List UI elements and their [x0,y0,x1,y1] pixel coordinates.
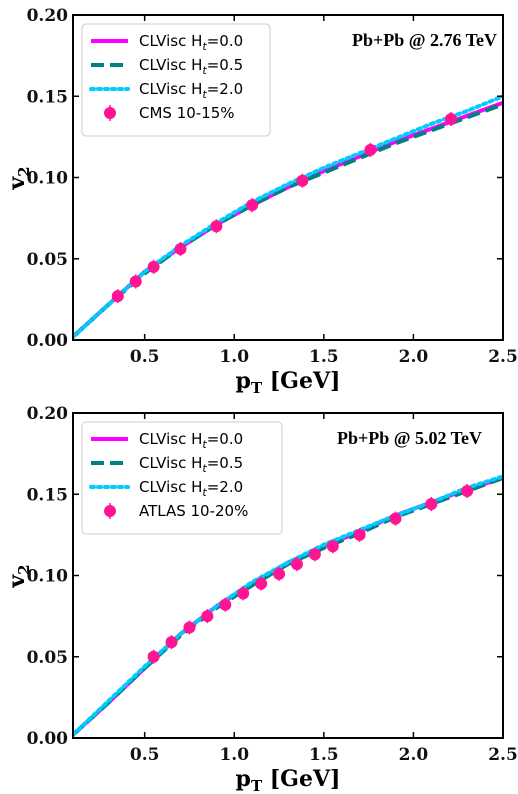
y-axis-label: v2 [4,166,33,190]
y-tick-label: 0.10 [27,567,69,587]
data-point [219,598,232,611]
data-point [174,243,187,255]
data-point [353,528,366,541]
data-point [255,577,268,590]
legend-label-3: CLVisc Ht=2.0 [139,478,243,499]
series-line-3 [73,94,503,339]
legend-box [81,23,271,137]
data-point [165,636,178,649]
data-point [364,143,377,156]
y-tick-label: 0.10 [27,169,69,189]
y-tick-label: 0.20 [27,6,69,26]
data-point [183,621,196,634]
y-axis-label: v2 [4,564,33,588]
legend-label-2: CLVisc Ht=0.5 [139,56,243,77]
x-tick-label: 1.0 [219,347,249,367]
legend-label-2: CLVisc Ht=0.5 [139,454,243,475]
data-point [201,610,214,623]
legend-label-data: CMS 10-15% [139,104,235,122]
y-tick-label: 0.00 [27,331,69,351]
data-point [129,275,142,288]
data-point [326,540,339,553]
data-point [210,220,223,233]
x-tick-label: 0.5 [130,347,160,367]
legend-label-1: CLVisc Ht=0.0 [139,430,243,451]
data-point [111,290,124,303]
x-tick-label: 2.5 [488,347,518,367]
legend-label-data: ATLAS 10-20% [139,502,248,520]
chart-panel-1: 0.5 1.0 1.5 2.0 2.5 0.00 0.05 0.10 0.15 0.20 pT [G… [4,6,518,397]
legend-marker [104,505,116,517]
y-tick-label: 0.20 [27,404,69,424]
chart-annotation: Pb+Pb @ 2.76 TeV [352,30,497,50]
data-point [246,199,259,212]
data-point [147,260,160,273]
x-tick-label: 1.5 [309,745,339,765]
data-point [445,113,458,125]
data-point [237,587,250,600]
y-tick-label: 0.05 [27,648,68,668]
data-point [296,174,309,187]
legend-marker [104,107,116,119]
y-tick-label: 0.15 [27,485,68,505]
y-tick-label: 0.15 [27,87,68,107]
data-point [273,567,286,580]
y-tick-label: 0.05 [27,250,68,270]
x-tick-label: 0.5 [130,745,160,765]
x-tick-label: 1.5 [309,347,339,367]
data-point [389,512,402,525]
data-point [147,650,160,663]
legend-label-3: CLVisc Ht=2.0 [139,80,243,101]
x-axis-label: pT [GeV] [236,766,341,794]
data-point [308,548,321,561]
data-point [425,498,438,510]
legend-label-1: CLVisc Ht=0.0 [139,32,243,53]
chart-panel-2: 0.5 1.0 1.5 2.0 2.5 0.00 0.05 0.10 0.15 0.20 pT [G… [4,404,518,794]
chart-annotation: Pb+Pb @ 5.02 TeV [337,428,482,448]
legend-box [81,421,283,535]
x-tick-label: 2.5 [488,745,518,765]
x-tick-label: 1.0 [219,745,249,765]
data-point [290,558,303,571]
x-tick-label: 2.0 [399,745,429,765]
series-line-2 [73,102,503,339]
x-axis-label: pT [GeV] [236,368,341,397]
data-point [461,485,474,497]
y-tick-label: 0.00 [27,729,69,749]
series-line-1 [73,100,503,339]
x-tick-label: 2.0 [399,347,429,367]
